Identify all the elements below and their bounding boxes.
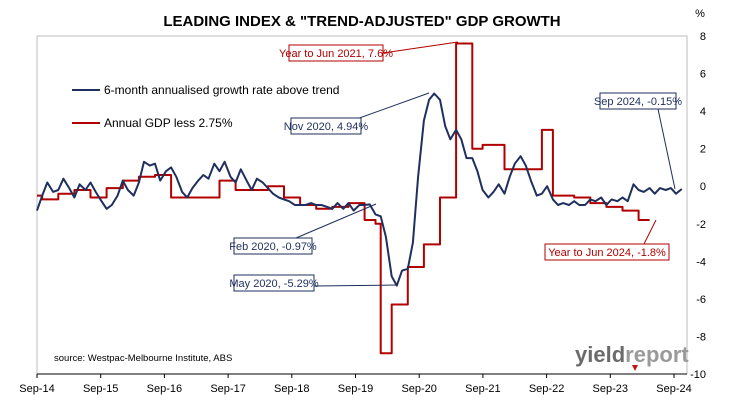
annotation-jun-2024: Year to Jun 2024, -1.8% — [548, 247, 666, 259]
y-tick-label: 4 — [700, 106, 706, 118]
y-tick-label: -8 — [696, 331, 706, 343]
y-axis: 8 6 4 2 0 -2 -4 -6 -8 -10 — [690, 31, 706, 381]
y-tick-label: -10 — [690, 369, 706, 381]
series-layer — [36, 42, 683, 355]
annotation-box — [290, 117, 362, 135]
y-tick-label: -4 — [696, 256, 706, 268]
annotation-feb-2020: Feb 2020, -0.97% — [229, 241, 317, 253]
annotation-box — [233, 237, 313, 255]
series-line-leading-index — [36, 92, 683, 287]
annotation-may-2020: May 2020, -5.29% — [229, 278, 318, 290]
y-tick-label: -6 — [696, 294, 706, 306]
annotations: Year to Jun 2021, 7.6% Nov 2020, 4.94% S… — [229, 41, 682, 292]
x-tick-label: Sep-14 — [19, 383, 54, 395]
x-tick-label: Sep-15 — [83, 383, 118, 395]
svg-text:yieldreport: yieldreport — [575, 342, 689, 367]
y-tick-label: 0 — [700, 181, 706, 193]
annotation-nov-2020: Nov 2020, 4.94% — [284, 121, 369, 133]
y-tick-label: -2 — [696, 219, 706, 231]
yieldreport-logo: yieldreport — [575, 342, 689, 371]
annotation-box — [233, 274, 315, 292]
x-tick-label: Sep-24 — [656, 383, 691, 395]
annotation-box — [599, 92, 677, 110]
legend: 6-month annualised growth rate above tre… — [72, 83, 339, 130]
logo-part-report: report — [625, 342, 689, 367]
x-tick-label: Sep-23 — [593, 383, 628, 395]
annotation-box — [544, 243, 670, 261]
x-tick-label: Sep-18 — [274, 383, 309, 395]
annotation-gdp-peak: Year to Jun 2021, 7.6% — [279, 48, 393, 60]
chart-title: LEADING INDEX & "TREND-ADJUSTED" GDP GRO… — [163, 13, 560, 30]
x-tick-label: Sep-16 — [147, 383, 182, 395]
legend-label-gdp: Annual GDP less 2.75% — [104, 116, 233, 130]
y-tick-label: 8 — [700, 31, 706, 43]
y-tick-label: 6 — [700, 69, 706, 81]
series-line-gdp — [37, 42, 650, 355]
x-tick-label: Sep-19 — [338, 383, 373, 395]
x-tick-label: Sep-17 — [210, 383, 245, 395]
annotation-sep-2024: Sep 2024, -0.15% — [594, 96, 682, 108]
logo-triangle-icon — [632, 365, 638, 371]
annotation-box — [288, 44, 384, 62]
x-tick-label: Sep-21 — [465, 383, 500, 395]
x-tick-label: Sep-22 — [529, 383, 564, 395]
logo-part-yield: yield — [575, 342, 625, 367]
y-unit-label: % — [695, 8, 705, 20]
source-note: source: Westpac-Melbourne Institute, ABS — [54, 353, 232, 364]
y-tick-label: 2 — [700, 144, 706, 156]
x-tick-label: Sep-20 — [401, 383, 436, 395]
x-axis: Sep-14 Sep-15 Sep-16 Sep-17 Sep-18 Sep-19 Sep-… — [19, 373, 692, 395]
legend-label-leading-index: 6-month annualised growth rate above tre… — [104, 83, 339, 97]
